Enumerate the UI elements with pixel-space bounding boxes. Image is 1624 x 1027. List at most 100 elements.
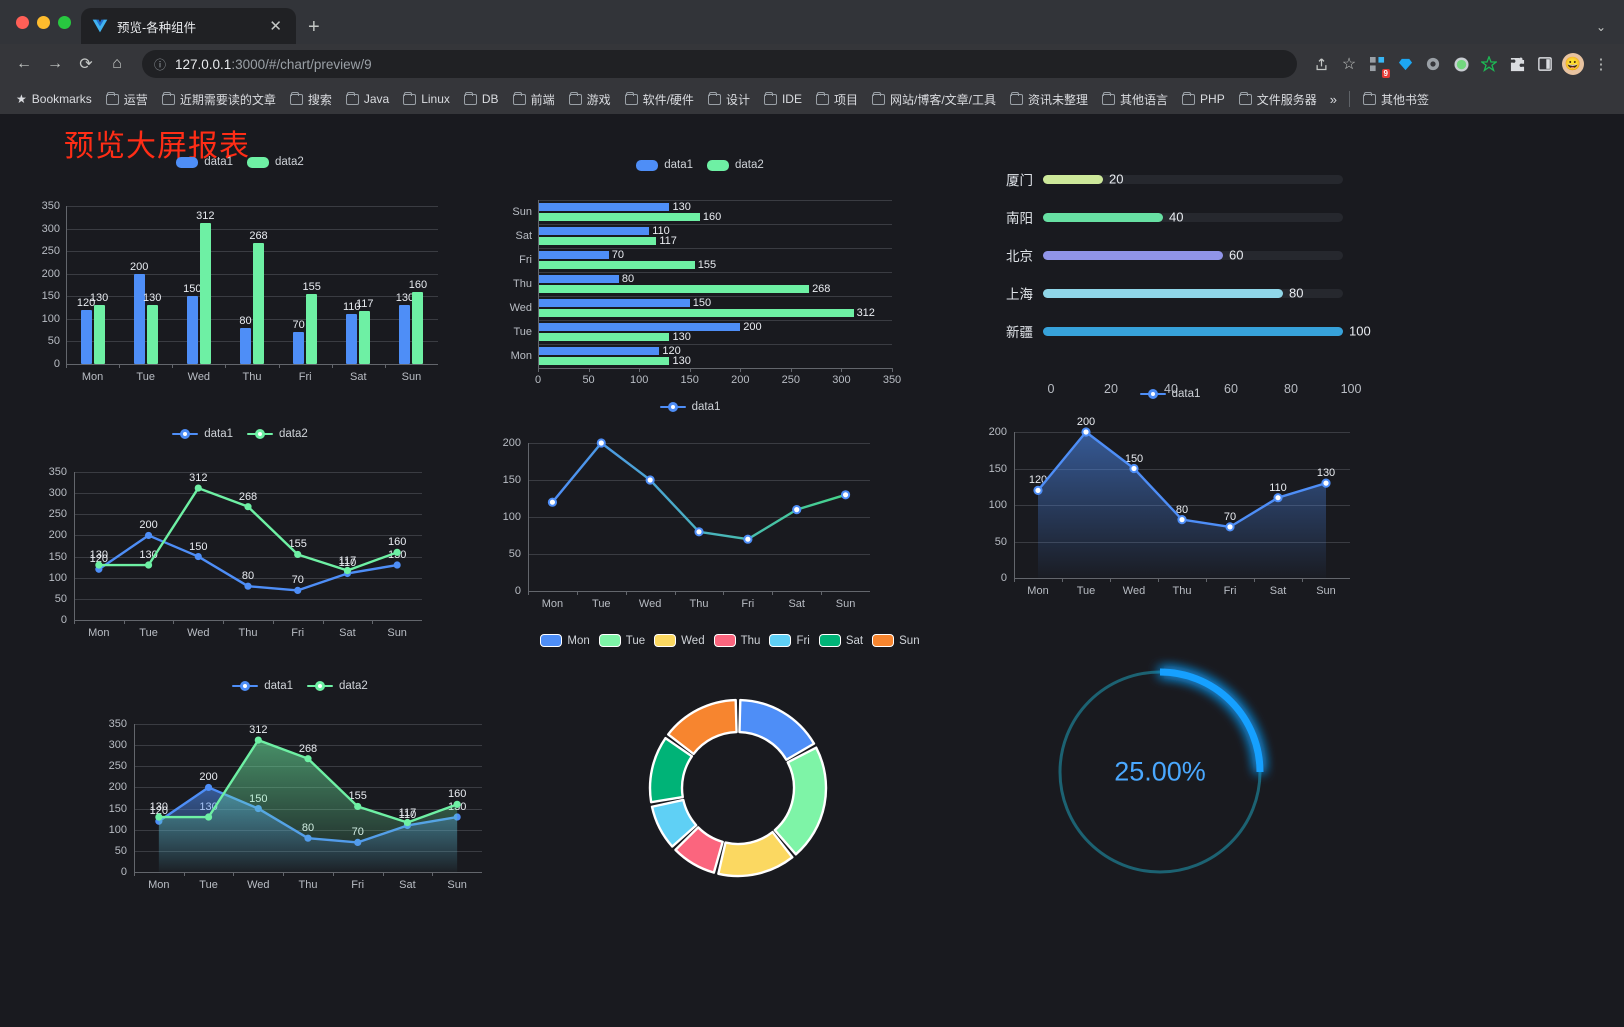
data-point[interactable] (254, 736, 262, 744)
data-point[interactable] (743, 534, 753, 544)
chevron-down-icon[interactable]: ⌄ (1595, 20, 1606, 34)
data-point[interactable] (1225, 522, 1235, 532)
avatar[interactable]: 😀 (1562, 53, 1584, 75)
bookmark-folder[interactable]: 搜索 (284, 88, 338, 111)
bookmark-folder[interactable]: IDE (758, 89, 808, 109)
pie-slice[interactable] (650, 798, 698, 848)
legend-item[interactable]: data1 (1139, 388, 1200, 400)
minimize-window-button[interactable] (37, 15, 50, 29)
pie-slice[interactable] (773, 746, 828, 856)
legend-item[interactable]: data2 (247, 428, 308, 440)
bookmark-folder[interactable]: 项目 (810, 88, 864, 111)
reload-button[interactable]: ⟳ (79, 56, 93, 73)
bar-column[interactable] (199, 223, 211, 364)
data-point[interactable] (304, 755, 312, 763)
site-info-icon[interactable]: ⓘ (154, 57, 167, 72)
window-controls[interactable] (10, 0, 81, 44)
bookmark-star-icon[interactable]: ☆ (1341, 56, 1357, 73)
pie-slice[interactable] (666, 698, 738, 756)
bar-column[interactable] (146, 305, 158, 364)
data-point[interactable] (244, 503, 252, 511)
address-bar[interactable]: ⓘ 127.0.0.1:3000/#/chart/preview/9 (142, 50, 1297, 78)
legend-bar-horizontal[interactable]: data1 data2 (490, 159, 910, 171)
close-window-button[interactable] (16, 15, 29, 29)
progress-track[interactable]: 40 (1043, 210, 1343, 225)
data-point[interactable] (304, 834, 312, 842)
data-point[interactable] (354, 838, 362, 846)
legend-item[interactable]: Sat (818, 634, 863, 647)
bar-column[interactable] (293, 332, 305, 364)
bookmarks-root[interactable]: ★ Bookmarks (10, 89, 98, 109)
bookmark-folder[interactable]: 前端 (507, 88, 561, 111)
data-point[interactable] (694, 527, 704, 537)
chart-bar-vertical[interactable]: data1 data2 0 50 100 150 200 250 300 350 Mon 120 13… (20, 152, 460, 402)
chart-area-single[interactable]: data1 0 50 100 150 200 120 200 150 80 70 110 130 Mon… (960, 384, 1380, 614)
extension-grid-icon[interactable]: 9 (1364, 51, 1390, 78)
bar-column[interactable] (253, 243, 264, 364)
bookmarks-overflow-button[interactable]: » (1329, 91, 1337, 107)
data-point[interactable] (204, 813, 213, 821)
bookmark-folder[interactable]: 文件服务器 (1233, 88, 1323, 111)
gear-icon[interactable] (1420, 51, 1446, 77)
bookmark-folder[interactable]: 游戏 (563, 88, 617, 111)
bookmark-folder[interactable]: 其他语言 (1096, 88, 1174, 111)
bar-column[interactable] (133, 273, 145, 364)
bookmark-folder[interactable]: 资讯未整理 (1004, 88, 1094, 111)
legend-item[interactable]: data1 (232, 680, 293, 692)
chart-donut[interactable]: Mon Tue Wed Thu Fri Sat Sun (460, 634, 1000, 924)
data-point[interactable] (1273, 493, 1283, 503)
chart-progress-bars[interactable]: 厦门 20 南阳 40 北京 60 上海 80 新疆 100 0 20 40 60 80 100 (985, 154, 1385, 414)
pie-slice[interactable] (648, 736, 694, 804)
bar-column[interactable] (240, 327, 251, 364)
legend-item[interactable]: Mon (540, 634, 590, 647)
new-tab-button[interactable]: + (308, 16, 320, 38)
puzzle-icon[interactable] (1504, 51, 1530, 77)
profile-avatar[interactable]: 😀 (1560, 51, 1586, 77)
progress-track[interactable]: 100 (1043, 324, 1371, 339)
chart-area-two-series[interactable]: data1 data2 0 50 100 150 200 250 300 350 120 200 15… (80, 676, 520, 906)
back-button[interactable]: ← (16, 55, 32, 72)
bookmark-folder[interactable]: 软件/硬件 (619, 88, 700, 111)
bar-row[interactable] (538, 251, 609, 260)
bar-column[interactable] (412, 291, 424, 364)
bar-column[interactable] (359, 311, 371, 364)
legend-area-two-series[interactable]: data1 data2 (80, 680, 520, 692)
data-point[interactable] (453, 813, 461, 821)
data-point[interactable] (792, 505, 802, 515)
bookmark-folder[interactable]: DB (458, 89, 505, 109)
star-outline-green-icon[interactable] (1476, 51, 1502, 77)
data-point[interactable] (194, 484, 202, 492)
diamond-icon[interactable] (1392, 51, 1418, 77)
bookmark-folder[interactable]: 设计 (702, 88, 756, 111)
legend-item[interactable]: data1 (172, 428, 233, 440)
progress-track[interactable]: 80 (1043, 286, 1343, 301)
bar-row[interactable] (538, 236, 657, 245)
data-point[interactable] (95, 565, 103, 573)
legend-item[interactable]: data1 (659, 401, 720, 413)
pie-slice[interactable] (674, 826, 724, 874)
bookmark-folder[interactable]: 网站/博客/文章/工具 (866, 88, 1002, 111)
legend-item[interactable]: Fri (769, 634, 810, 647)
bar-row[interactable] (538, 323, 741, 332)
chart-line-gradient[interactable]: data1 0 50 100 150 200 Mon Tue Wed Thu Fri Sat Sun (480, 397, 900, 627)
data-point[interactable] (343, 569, 352, 578)
maximize-window-button[interactable] (58, 15, 71, 29)
home-button[interactable]: ⌂ (112, 55, 122, 72)
legend-item[interactable]: Tue (598, 634, 645, 647)
data-point[interactable] (393, 561, 401, 569)
bar-column[interactable] (80, 309, 92, 364)
bar-row[interactable] (538, 227, 650, 236)
bar-column[interactable] (346, 314, 358, 364)
bar-column[interactable] (93, 305, 105, 364)
legend-line-gradient[interactable]: data1 (480, 401, 900, 413)
data-point[interactable] (144, 561, 153, 569)
close-tab-button[interactable]: ✕ (269, 17, 282, 35)
legend-item[interactable]: data1 (176, 156, 233, 168)
legend-item[interactable]: Wed (654, 634, 705, 647)
progress-row[interactable]: 厦门 20 (985, 160, 1385, 198)
legend-item[interactable]: data2 (307, 680, 368, 692)
legend-area-single[interactable]: data1 (960, 388, 1380, 400)
bookmark-folder[interactable]: 近期需要读的文章 (156, 88, 282, 111)
bar-row[interactable] (538, 332, 670, 341)
bar-row[interactable] (538, 260, 695, 269)
